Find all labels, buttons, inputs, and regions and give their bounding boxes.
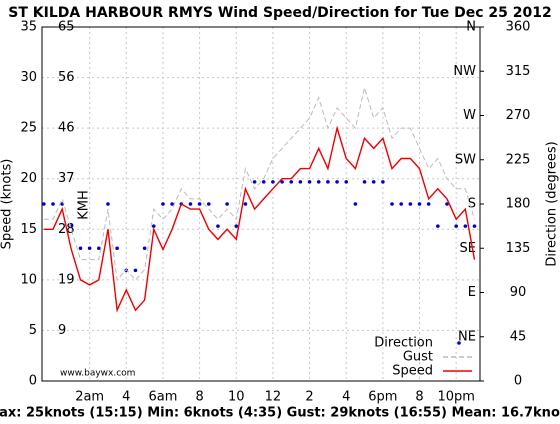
kmh-tick-label: 56 bbox=[58, 70, 75, 85]
x-tick-label: 8 bbox=[415, 390, 423, 405]
y-axis-label: Speed (knots) bbox=[0, 159, 15, 250]
direction-dot bbox=[261, 180, 266, 184]
legend-label: Speed bbox=[392, 364, 433, 379]
y2-tick-label: 315 bbox=[506, 64, 531, 79]
y2-tick-label: 135 bbox=[506, 241, 531, 256]
direction-dot bbox=[316, 180, 321, 184]
x-tick-label: 12 bbox=[265, 390, 282, 405]
y2-tick-label: 180 bbox=[506, 197, 531, 212]
direction-dot bbox=[170, 202, 174, 206]
y-tick-label: 25 bbox=[20, 121, 37, 136]
direction-dot bbox=[436, 224, 440, 228]
direction-dot bbox=[97, 246, 101, 251]
y-tick-label: 30 bbox=[20, 70, 37, 85]
direction-dot bbox=[271, 180, 275, 184]
y-tick-label: 15 bbox=[20, 222, 37, 237]
footer: Max: 25knots (15:15) Min: 6knots (4:35) … bbox=[0, 406, 560, 421]
y-tick-label: 10 bbox=[20, 272, 37, 287]
direction-dot bbox=[151, 224, 156, 228]
y-tick-label: 20 bbox=[20, 171, 37, 186]
x-tick-label: 2 bbox=[305, 390, 313, 405]
direction-dot bbox=[280, 180, 284, 184]
direction-dot bbox=[78, 246, 83, 251]
direction-dot bbox=[133, 268, 138, 273]
direction-dot bbox=[344, 180, 349, 184]
direction-dot bbox=[142, 246, 147, 251]
y-tick-label: 0 bbox=[29, 374, 37, 389]
y2-tick-label: 0 bbox=[514, 374, 522, 389]
direction-dot bbox=[106, 202, 110, 206]
direction-dot bbox=[42, 202, 46, 206]
x-tick-label: 6pm bbox=[368, 390, 397, 405]
x-tick-label: 6am bbox=[149, 390, 178, 405]
y2-tick-label: 45 bbox=[510, 329, 527, 344]
x-tick-label: 10 bbox=[228, 390, 245, 405]
y-tick-label: 5 bbox=[29, 323, 37, 338]
direction-dot bbox=[197, 202, 202, 206]
y2-tick-label: 225 bbox=[506, 152, 531, 167]
direction-dot bbox=[206, 202, 211, 206]
legend-label: Direction bbox=[374, 336, 433, 351]
direction-dot bbox=[426, 202, 431, 206]
direction-dot bbox=[353, 202, 358, 206]
direction-dot bbox=[216, 224, 220, 228]
y2-axis-label: Direction (degrees) bbox=[545, 141, 560, 266]
compass-label: NE bbox=[458, 329, 476, 344]
kmh-tick-label: 37 bbox=[58, 171, 75, 186]
compass-label: E bbox=[468, 285, 476, 300]
y-tick-label: 35 bbox=[20, 20, 37, 35]
compass-label: S bbox=[468, 197, 476, 212]
plot-frame bbox=[41, 26, 481, 382]
y2-tick-label: 270 bbox=[506, 108, 531, 123]
y2-tick-label: 90 bbox=[510, 285, 527, 300]
direction-dot bbox=[243, 202, 248, 206]
x-tick-label: 4 bbox=[122, 390, 130, 405]
source: www.baywx.com bbox=[60, 369, 135, 379]
direction-dot bbox=[408, 202, 413, 206]
direction-dot bbox=[399, 202, 403, 206]
direction-dot bbox=[445, 202, 449, 206]
kmh-label: KMH bbox=[77, 190, 92, 220]
x-tick-label: 8 bbox=[195, 390, 203, 405]
kmh-tick-label: 46 bbox=[58, 121, 75, 136]
legend-label: Gust bbox=[403, 350, 433, 365]
direction-dot bbox=[188, 202, 193, 206]
direction-dot bbox=[454, 224, 458, 228]
chart-title: ST KILDA HARBOUR RMYS Wind Speed/Directi… bbox=[8, 5, 551, 21]
direction-dot bbox=[390, 202, 394, 206]
speed-line bbox=[43, 125, 476, 313]
legend-swatch bbox=[457, 341, 461, 345]
gust-line bbox=[43, 85, 475, 282]
direction-dot bbox=[307, 180, 312, 184]
direction-dot bbox=[417, 202, 422, 206]
direction-dot bbox=[298, 180, 303, 184]
direction-dot bbox=[326, 180, 330, 184]
kmh-tick-label: 9 bbox=[58, 323, 66, 338]
y2-tick-label: 360 bbox=[506, 20, 531, 35]
direction-dot bbox=[381, 180, 385, 184]
compass-label: SW bbox=[455, 152, 476, 167]
direction-dot bbox=[371, 180, 376, 184]
direction-dot bbox=[472, 224, 477, 228]
kmh-tick-label: 19 bbox=[58, 272, 75, 287]
direction-dot bbox=[252, 180, 257, 184]
direction-dot bbox=[161, 202, 165, 206]
x-tick-label: 10pm bbox=[437, 390, 474, 405]
direction-dot bbox=[225, 202, 229, 206]
direction-dot bbox=[115, 246, 119, 251]
direction-dot bbox=[234, 224, 239, 228]
direction-dot bbox=[335, 180, 339, 184]
direction-dot bbox=[463, 224, 468, 228]
x-tick-label: 2am bbox=[75, 390, 104, 405]
direction-dot bbox=[362, 180, 367, 184]
compass-label: W bbox=[463, 108, 476, 123]
direction-dot bbox=[51, 202, 55, 206]
x-tick-label: 4 bbox=[342, 390, 350, 405]
direction-dot bbox=[87, 246, 92, 251]
direction-dot bbox=[289, 180, 294, 184]
compass-label: NW bbox=[453, 64, 476, 79]
